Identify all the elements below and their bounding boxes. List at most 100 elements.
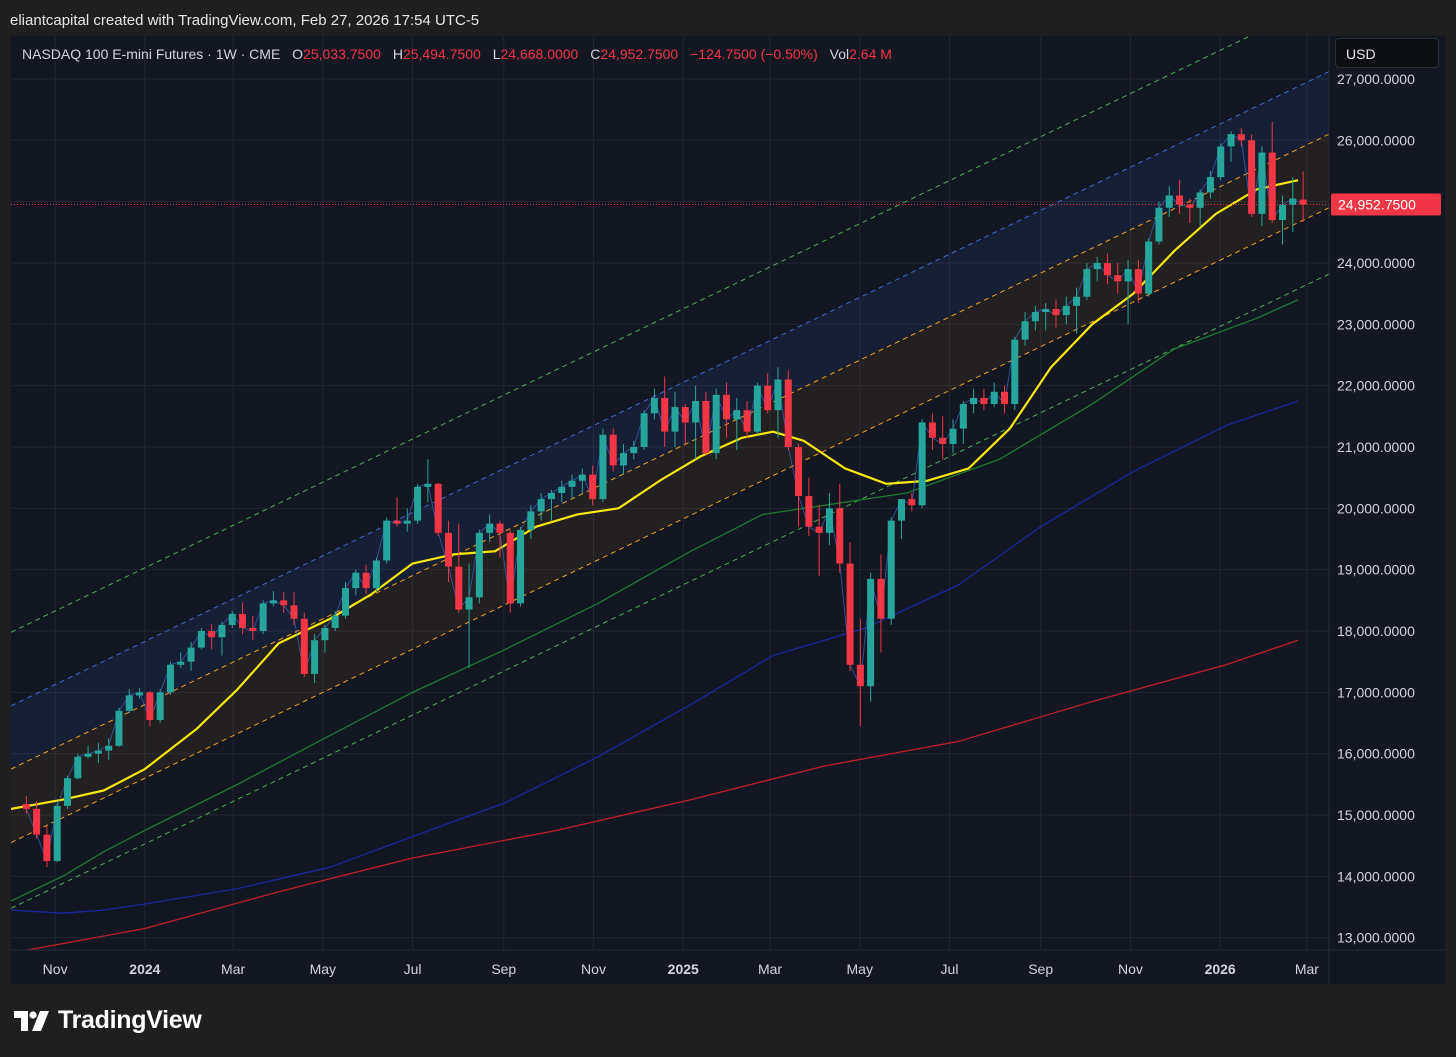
candle-body	[712, 394, 720, 454]
candle-body	[753, 385, 761, 432]
candle-body	[331, 615, 339, 628]
price-tick-label: 19,000.0000	[1337, 562, 1415, 578]
candle-body	[1052, 308, 1060, 316]
symbol-name[interactable]: NASDAQ 100 E-mini Futures · 1W · CME	[22, 46, 281, 62]
candle	[1289, 177, 1297, 233]
price-tick-label: 15,000.0000	[1337, 807, 1415, 823]
price-tick-label: 17,000.0000	[1337, 684, 1415, 700]
candle	[558, 480, 566, 503]
candle-body	[815, 526, 823, 533]
candle-body	[156, 692, 164, 720]
candle	[805, 477, 813, 536]
tradingview-logo-text: TradingView	[58, 1006, 202, 1034]
candle	[125, 689, 133, 714]
candle	[856, 618, 864, 727]
candle-body	[1062, 305, 1070, 316]
candle-body	[239, 613, 247, 628]
time-tick-label: Mar	[221, 961, 245, 977]
candle-body	[774, 379, 782, 411]
candle	[187, 642, 195, 671]
candle-body	[259, 603, 267, 632]
candle	[1124, 259, 1132, 325]
candle-body	[177, 661, 185, 665]
candle-body	[681, 407, 689, 423]
candle-body	[795, 446, 803, 497]
candle	[877, 554, 885, 653]
candle	[146, 691, 154, 727]
candle-body	[383, 520, 391, 561]
candle	[867, 572, 875, 702]
candle-body	[898, 499, 906, 521]
candle	[1031, 305, 1039, 331]
candle-body	[1299, 199, 1307, 205]
candle	[609, 428, 617, 472]
candle-body	[208, 631, 216, 638]
moving-average-1	[11, 299, 1299, 902]
price-tick-label: 16,000.0000	[1337, 746, 1415, 762]
candle-body	[465, 597, 473, 610]
candle	[228, 610, 236, 628]
candle	[1114, 262, 1122, 294]
candle-body	[53, 805, 61, 862]
candle	[1206, 170, 1214, 199]
candle	[743, 400, 751, 438]
candle-body	[640, 413, 648, 447]
candle-body	[1021, 321, 1029, 340]
candle	[517, 526, 525, 607]
candle	[94, 742, 102, 763]
candle-body	[1124, 269, 1132, 282]
candle	[393, 497, 401, 527]
price-tick-label: 24,000.0000	[1337, 255, 1415, 271]
currency-button[interactable]: USD	[1335, 38, 1439, 68]
price-tick-label: 13,000.0000	[1337, 930, 1415, 946]
price-tick-label: 14,000.0000	[1337, 868, 1415, 884]
candle-body	[887, 520, 895, 619]
candle	[496, 520, 504, 558]
price-tick-label: 26,000.0000	[1337, 132, 1415, 148]
candle-body	[455, 566, 463, 610]
candle-body	[228, 613, 236, 625]
candle-body	[1196, 192, 1204, 208]
candle-body	[990, 391, 998, 405]
candle	[434, 482, 442, 536]
candle	[640, 410, 648, 451]
candle	[1279, 195, 1287, 245]
candle-body	[1279, 204, 1287, 221]
candle	[311, 634, 319, 684]
open-value: 25,033.7500	[303, 46, 381, 62]
candle-body	[43, 834, 51, 862]
candle	[1217, 143, 1225, 181]
candle-body	[805, 496, 813, 527]
candle	[383, 517, 391, 564]
candle-body	[22, 804, 30, 809]
candle-body	[486, 523, 494, 533]
candle	[527, 505, 535, 540]
time-tick-label: Sep	[491, 961, 516, 977]
candle	[1268, 121, 1276, 224]
candle-body	[321, 627, 329, 641]
candle	[846, 542, 854, 671]
candle-body	[1206, 177, 1214, 193]
candle	[33, 800, 41, 839]
candle-body	[1042, 308, 1050, 313]
candle	[53, 802, 61, 863]
candle	[753, 382, 761, 435]
channel-line-4	[11, 273, 1329, 909]
snapshot-credit: eliantcapital created with TradingView.c…	[10, 12, 480, 29]
price-chart[interactable]: 13,000.0000 14,000.0000 15,000.0000 16,000.…	[11, 36, 1445, 984]
candle	[1145, 238, 1153, 297]
candle	[177, 652, 185, 668]
chart-pane[interactable]: 13,000.0000 14,000.0000 15,000.0000 16,000.…	[11, 36, 1445, 984]
tradingview-logo[interactable]: TradingView	[14, 1006, 202, 1035]
grid	[11, 36, 1329, 950]
candle-body	[589, 474, 597, 500]
candle	[1237, 128, 1245, 147]
channel-fill-orange	[11, 134, 1329, 843]
candle-body	[1227, 134, 1235, 147]
time-tick-label: Jul	[404, 961, 422, 977]
candle	[712, 388, 720, 460]
candle-body	[671, 407, 679, 432]
volume-label: Vol	[829, 46, 850, 62]
low-value: 24,668.0000	[500, 46, 579, 62]
candle	[568, 474, 576, 500]
